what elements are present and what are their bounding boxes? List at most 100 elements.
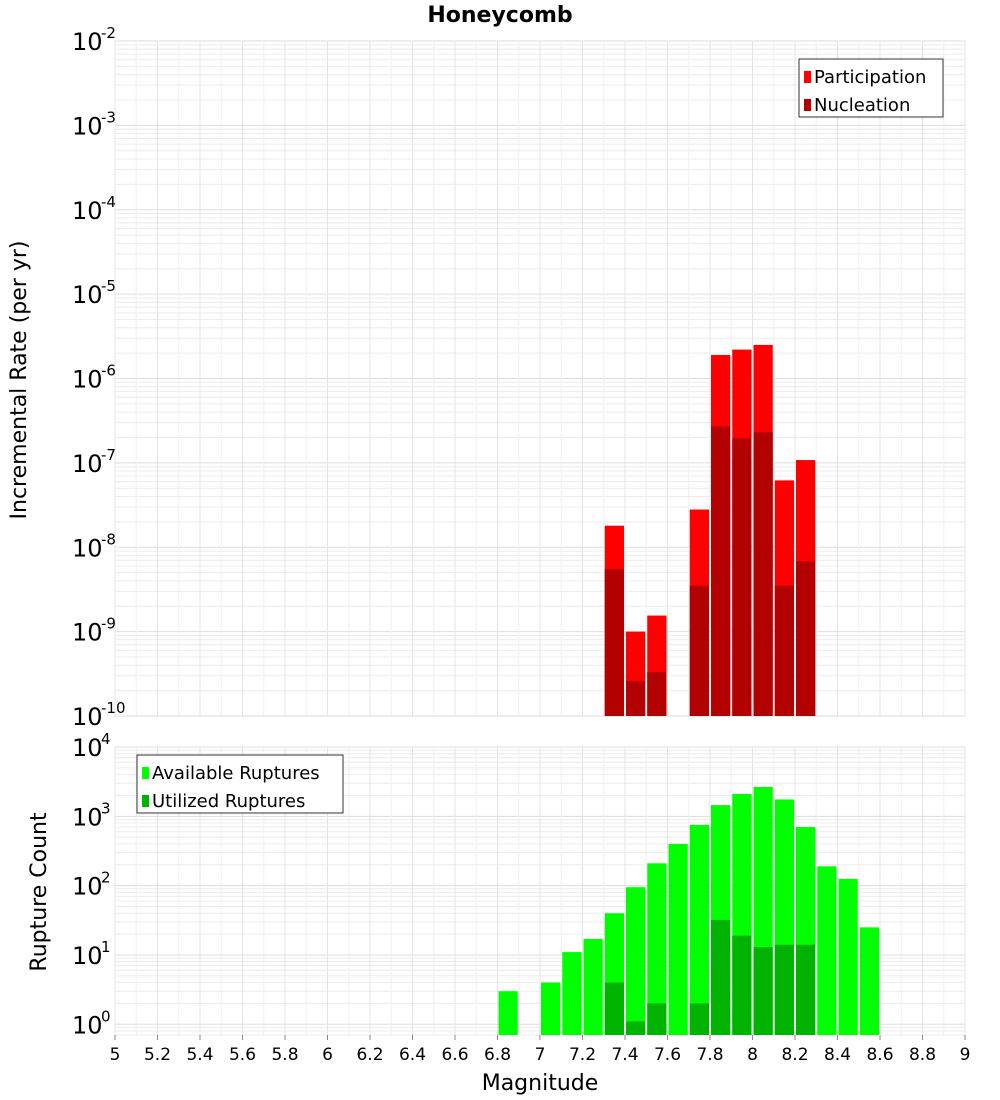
- bar-utilized-ruptures: [753, 947, 773, 1035]
- bar-available-ruptures: [817, 866, 837, 1035]
- y-tick-base: 10: [72, 281, 103, 309]
- y-tick-label: 10-2: [72, 24, 116, 56]
- y-tick-base: 10: [72, 619, 103, 647]
- y-tick-label: 103: [72, 799, 111, 831]
- y-tick-exponent: 3: [101, 799, 111, 817]
- bar-available-ruptures: [562, 952, 582, 1035]
- y-tick-base: 10: [72, 942, 103, 970]
- bottom-bars: [498, 786, 879, 1035]
- y-tick-label: 100: [72, 1007, 111, 1039]
- y-tick-label: 10-5: [72, 277, 116, 309]
- top-bars: [604, 344, 816, 716]
- y-tick-base: 10: [72, 366, 103, 394]
- bar-available-ruptures: [647, 863, 667, 1035]
- x-tick-label: 5.2: [144, 1045, 171, 1065]
- legend-label: Available Ruptures: [152, 763, 320, 784]
- y-tick-exponent: -4: [101, 193, 116, 211]
- x-tick-label: 8: [747, 1045, 758, 1065]
- bar-nucleation: [711, 426, 731, 716]
- top-grid: [114, 40, 966, 717]
- x-tick-label: 8.6: [866, 1045, 893, 1065]
- y-tick-base: 10: [72, 534, 103, 562]
- x-tick-label: 6.2: [356, 1045, 383, 1065]
- x-tick-label: 5.8: [271, 1045, 298, 1065]
- x-tick-label: 6.4: [399, 1045, 426, 1065]
- bar-available-ruptures: [626, 887, 646, 1035]
- bottom-legend: Available Ruptures Utilized Ruptures: [136, 754, 344, 814]
- y-tick-label: 10-3: [72, 108, 116, 140]
- bar-nucleation: [626, 680, 646, 716]
- y-tick-label: 10-7: [72, 446, 116, 478]
- y-tick-exponent: -2: [101, 24, 116, 42]
- x-tick-label: 8.8: [909, 1045, 936, 1065]
- bar-utilized-ruptures: [774, 944, 794, 1035]
- y-tick-exponent: 4: [101, 730, 111, 748]
- y-tick-label: 104: [72, 730, 111, 762]
- bar-utilized-ruptures: [604, 982, 624, 1035]
- y-tick-base: 10: [72, 873, 103, 901]
- legend-label: Utilized Ruptures: [152, 791, 305, 812]
- legend-swatch: [142, 795, 149, 807]
- y-tick-exponent: 2: [101, 869, 111, 887]
- y-tick-label: 10-6: [72, 362, 116, 394]
- x-ticks: 5 5.2 5.4 5.6 5.8 6 6.2 6.4 6.6 6.8 7 7.2 7.4 7.6 7.8 8…: [110, 1035, 971, 1065]
- y-tick-base: 10: [72, 803, 103, 831]
- bar-available-ruptures: [541, 982, 561, 1035]
- y-tick-label: 10-4: [72, 193, 116, 225]
- y-tick-base: 10: [72, 703, 103, 731]
- bar-available-ruptures: [859, 927, 879, 1035]
- x-tick-label: 5: [110, 1045, 121, 1065]
- y-tick-exponent: 0: [101, 1007, 111, 1025]
- bar-available-ruptures: [583, 938, 603, 1035]
- y-tick-exponent: -6: [101, 362, 116, 380]
- x-tick-label: 6: [322, 1045, 333, 1065]
- x-tick-label: 7.6: [654, 1045, 681, 1065]
- bar-nucleation: [689, 585, 709, 716]
- x-tick-label: 6.6: [441, 1045, 468, 1065]
- bar-utilized-ruptures: [626, 1021, 646, 1035]
- bottom-y-axis-label: Rupture Count: [27, 812, 52, 972]
- legend-label: Participation: [814, 67, 926, 88]
- y-tick-exponent: -5: [101, 277, 116, 295]
- bar-available-ruptures: [838, 878, 858, 1035]
- y-tick-exponent: -10: [101, 699, 126, 717]
- legend-box: [136, 754, 344, 814]
- x-tick-label: 7.2: [569, 1045, 596, 1065]
- top-legend: Participation Nucleation: [798, 58, 944, 118]
- bar-nucleation: [604, 569, 624, 716]
- bar-nucleation: [647, 672, 667, 716]
- x-tick-label: 7.4: [611, 1045, 638, 1065]
- y-tick-base: 10: [72, 28, 103, 56]
- legend-swatch: [804, 71, 811, 83]
- bar-utilized-ruptures: [647, 1003, 667, 1035]
- y-tick-label: 102: [72, 869, 111, 901]
- bar-utilized-ruptures: [796, 944, 816, 1035]
- top-y-axis-label: Incremental Rate (per yr): [7, 241, 32, 520]
- bar-utilized-ruptures: [689, 1003, 709, 1035]
- x-tick-label: 8.2: [781, 1045, 808, 1065]
- bar-available-ruptures: [689, 824, 709, 1035]
- chart-title: Honeycomb: [427, 3, 572, 28]
- y-tick-exponent: -3: [101, 108, 116, 126]
- y-tick-exponent: -9: [101, 615, 116, 633]
- x-tick-label: 9: [960, 1045, 971, 1065]
- x-tick-label: 5.4: [186, 1045, 213, 1065]
- x-axis-label: Magnitude: [482, 1071, 599, 1096]
- legend-box: [798, 58, 944, 118]
- x-tick-label: 8.4: [824, 1045, 851, 1065]
- bar-nucleation: [774, 585, 794, 716]
- x-tick-label: 7.8: [696, 1045, 723, 1065]
- legend-label: Nucleation: [814, 95, 910, 116]
- x-tick-label: 5.6: [229, 1045, 256, 1065]
- x-tick-label: 7: [535, 1045, 546, 1065]
- legend-swatch: [142, 767, 149, 779]
- y-tick-label: 10-9: [72, 615, 116, 647]
- y-tick-base: 10: [72, 112, 103, 140]
- bar-utilized-ruptures: [732, 935, 752, 1035]
- legend-swatch: [804, 99, 811, 111]
- bar-nucleation: [753, 432, 773, 716]
